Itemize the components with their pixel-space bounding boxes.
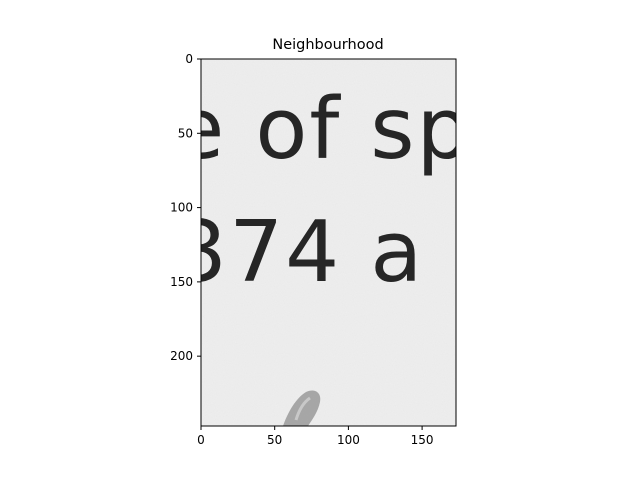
x-tick-label: 50 [267,433,282,447]
axes-frame [200,58,457,427]
image-text-line-1: e of sp [172,80,473,179]
y-tick-label: 100 [170,201,193,215]
image-grain [201,59,456,426]
image-text-line-2: 374 a [173,203,424,302]
y-tick-label: 50 [178,126,193,140]
y-axis: 0 50 100 150 200 [170,52,201,363]
y-tick-label: 150 [170,275,193,289]
image-area: e of sp 374 a [172,59,473,426]
chart-title: Neighbourhood [272,37,383,53]
x-axis: 0 50 100 150 [197,426,434,447]
y-tick-label: 0 [185,52,193,66]
y-tick-label: 200 [170,349,193,363]
image-speck-highlight [294,396,311,421]
x-tick-label: 0 [197,433,205,447]
x-tick-label: 100 [337,433,360,447]
x-tick-label: 150 [411,433,434,447]
